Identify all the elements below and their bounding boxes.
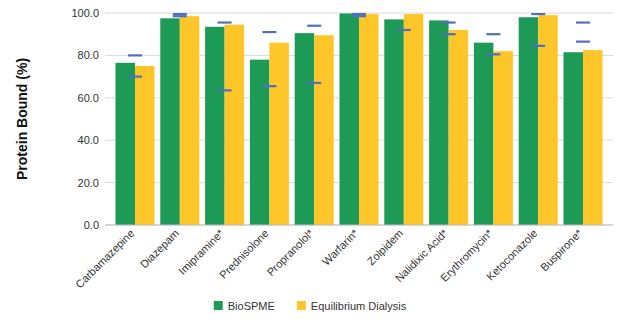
x-tick-label: Buspirone*	[538, 226, 585, 273]
bar	[135, 66, 155, 225]
x-tick-label: Prednisolone	[217, 227, 271, 281]
y-tick-label: 20.0	[78, 177, 99, 189]
reference-dash	[442, 33, 456, 35]
y-tick-label: 0.0	[84, 219, 99, 231]
legend: BioSPME Equilibrium Dialysis	[214, 300, 407, 312]
x-tick-label: Propranolol*	[264, 226, 316, 278]
reference-dash	[262, 85, 276, 87]
bar	[340, 13, 360, 225]
x-tick-label: Zolpidem	[365, 227, 405, 267]
reference-dash	[262, 31, 276, 33]
y-axis-title: Protein Bound (%)	[14, 58, 30, 180]
reference-dash	[486, 33, 500, 35]
reference-dash	[352, 15, 366, 17]
grid-line	[105, 225, 613, 226]
y-tick-label: 100.0	[71, 7, 99, 19]
bar	[583, 50, 603, 225]
bar	[250, 60, 270, 225]
y-tick-label: 60.0	[78, 92, 99, 104]
x-tick-label: Ketoconazole	[484, 227, 540, 283]
bar	[519, 17, 539, 225]
reference-dash	[173, 15, 187, 17]
bar	[314, 35, 334, 225]
y-tick-label: 40.0	[78, 134, 99, 146]
reference-dash	[307, 82, 321, 84]
y-tick-label: 80.0	[78, 49, 99, 61]
bar	[474, 43, 494, 225]
reference-dash	[218, 21, 232, 23]
reference-dash	[307, 25, 321, 27]
bar	[493, 51, 513, 225]
reference-dash	[218, 89, 232, 91]
legend-swatch	[214, 301, 223, 310]
legend-label: Equilibrium Dialysis	[311, 300, 407, 312]
x-tick-label: Carbamazepine	[73, 227, 136, 290]
reference-dash	[397, 29, 411, 31]
bar	[564, 52, 584, 225]
chart: 0.0 20.0 40.0 60.0 80.0 100.0 CarbamazepineDia…	[0, 0, 620, 320]
bars	[116, 13, 603, 225]
bar	[160, 18, 180, 225]
reference-dash	[531, 45, 545, 47]
reference-dash	[531, 13, 545, 15]
reference-dash	[352, 13, 366, 15]
legend-swatch	[297, 301, 306, 310]
x-axis-line	[105, 225, 613, 226]
grid-line	[105, 13, 613, 14]
reference-dash	[576, 41, 590, 43]
bar	[116, 63, 136, 225]
x-tick-label: Warfarin*	[320, 226, 361, 267]
reference-dash	[173, 13, 187, 15]
bar	[180, 16, 200, 225]
reference-dash	[128, 54, 142, 56]
bar	[205, 27, 225, 225]
bar	[384, 19, 404, 225]
bar	[269, 43, 289, 225]
reference-dash	[486, 53, 500, 55]
legend-label: BioSPME	[228, 300, 275, 312]
reference-dash	[576, 21, 590, 23]
bar	[449, 30, 469, 225]
reference-dash	[442, 21, 456, 23]
x-tick-label: Diazepam	[138, 227, 182, 271]
reference-dash	[128, 75, 142, 77]
bar	[359, 14, 379, 225]
bar	[295, 33, 315, 225]
bar	[225, 25, 245, 225]
bar	[429, 20, 449, 225]
bar	[404, 14, 424, 225]
